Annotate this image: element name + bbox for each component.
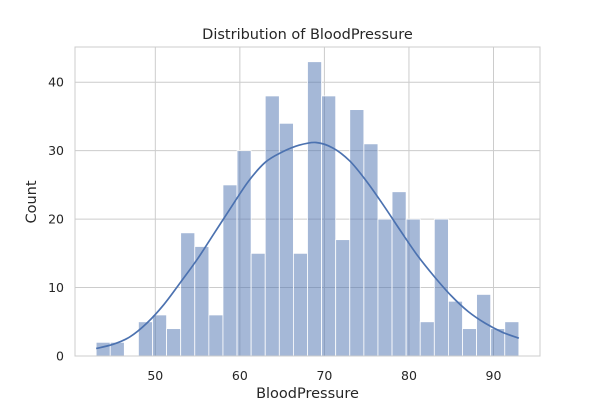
histogram-bar [391,191,407,357]
histogram-bar [321,95,337,357]
histogram-bar [335,239,351,357]
histogram-bar [180,232,196,357]
histogram-bar [264,95,280,357]
histogram-bar [462,328,477,357]
histogram-bar [363,143,379,357]
x-tick-label: 90 [486,368,502,383]
histogram-bar [95,341,111,357]
histogram-bar [166,328,182,357]
histogram-bar [278,122,294,357]
histogram-bar [377,218,393,357]
y-tick-label: 20 [48,212,64,227]
histogram-bar [208,314,224,357]
histogram-bar [419,321,435,357]
x-axis-label: BloodPressure [256,386,359,400]
y-tick-label: 40 [48,75,64,90]
histogram-bar [222,184,238,357]
histogram-bar [194,246,210,357]
tick-layer: 50 60 70 80 90 0 10 20 30 40 [48,75,501,383]
histogram-bar [293,252,308,357]
y-tick-label: 0 [56,349,64,364]
histogram-bar [138,321,153,357]
kde-curve [95,141,520,350]
chart-title: Distribution of BloodPressure [202,27,413,43]
axes-frame [74,46,541,357]
y-axis-label: Count [24,180,40,223]
histogram-bar [405,218,421,357]
histogram-bar [152,314,167,357]
x-tick-label: 60 [232,368,248,383]
histogram-bar [349,109,365,357]
y-tick-label: 10 [48,280,64,295]
x-tick-label: 50 [147,368,163,383]
histogram-bar [250,252,266,357]
histogram-bar [448,300,463,357]
x-tick-label: 70 [316,368,332,383]
histogram-bar [433,218,449,357]
y-tick-label: 30 [48,143,64,158]
histogram-bar [504,321,520,357]
bars-layer [95,61,520,357]
histogram-bar [307,61,322,357]
x-tick-label: 80 [401,368,417,383]
